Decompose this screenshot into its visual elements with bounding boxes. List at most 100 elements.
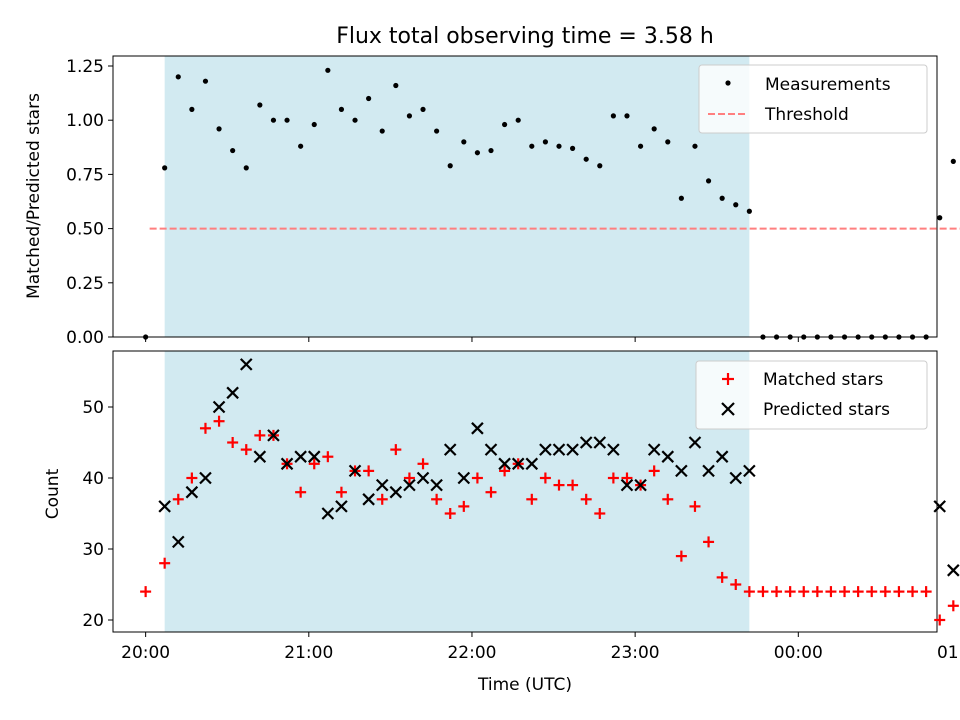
predicted-mark-b (579, 436, 593, 449)
matched-star-point (947, 600, 959, 612)
measurement-point (515, 117, 521, 123)
predicted-mark-b (199, 471, 212, 485)
predicted-mark-b (239, 358, 253, 371)
predicted-mark-b (634, 478, 647, 492)
matched-star-point (553, 479, 565, 491)
measurement-point (637, 143, 644, 149)
matched-star-point (784, 586, 796, 598)
predicted-star-point (579, 436, 593, 449)
predicted-star-point (471, 422, 484, 435)
predicted-star-point (634, 478, 647, 492)
predicted-mark-b (212, 400, 226, 414)
predicted-mark-b (566, 443, 579, 456)
matched-star-point (335, 486, 347, 498)
matched-star-point (295, 486, 307, 498)
predicted-mark-b (715, 450, 729, 463)
predicted-star-point (226, 386, 239, 400)
predicted-mark-b (552, 443, 566, 456)
measurement-point (298, 143, 304, 149)
predicted-mark-b (484, 443, 498, 456)
measurement-point (841, 334, 848, 340)
predicted-star-point (688, 436, 702, 449)
measurement-point (569, 145, 576, 151)
top-y-axis-label: Matched/Predicted stars (24, 93, 44, 299)
legend-matched-label: Matched stars (763, 370, 883, 390)
legend-matched-marker (722, 373, 734, 385)
measurement-point (692, 143, 698, 149)
measurement-point (950, 158, 956, 164)
measurement-point (189, 106, 195, 112)
matched-star-point (743, 586, 755, 598)
predicted-mark-b (702, 464, 715, 478)
measurement-point (338, 106, 345, 112)
measurement-point (461, 139, 467, 145)
predicted-mark-b (675, 464, 688, 478)
predicted-star-point (212, 400, 226, 414)
measurement-point (937, 215, 943, 221)
predicted-star-point (307, 450, 321, 463)
legend-measurements-marker (725, 80, 731, 86)
predicted-mark-b (457, 471, 471, 485)
measurement-point (896, 334, 902, 340)
measurement-point (610, 113, 616, 119)
matched-star-point (172, 493, 184, 505)
predicted-star-point (416, 471, 430, 485)
predicted-mark-b (511, 457, 525, 471)
measurement-point (202, 78, 209, 84)
matched-star-point (594, 508, 606, 519)
predicted-star-point (715, 450, 729, 463)
predicted-star-point (743, 464, 756, 478)
matched-star-point (839, 586, 851, 598)
measurement-point (474, 150, 481, 156)
matched-star-point (866, 586, 878, 598)
predicted-mark-b (403, 478, 416, 492)
measurement-point (393, 82, 399, 89)
matched-star-point (499, 465, 511, 477)
predicted-mark-b (375, 478, 389, 492)
predicted-mark-b (307, 450, 321, 463)
x-tick-label: 23:00 (611, 643, 660, 663)
measurement-point (230, 147, 236, 154)
legend-threshold-label: Threshold (764, 105, 849, 125)
matched-star-point (526, 493, 538, 505)
matched-star-point (376, 493, 388, 505)
matched-star-point (444, 508, 456, 519)
predicted-star-point (294, 450, 307, 463)
predicted-mark-b (321, 507, 335, 520)
predicted-star-point (280, 457, 294, 471)
measurement-point (882, 334, 888, 340)
measurement-point (420, 106, 426, 112)
measurement-point (746, 208, 752, 214)
measurement-point (216, 126, 222, 132)
predicted-star-point (430, 478, 443, 492)
predicted-star-point (443, 443, 457, 456)
x-tick-label: 22:00 (447, 643, 496, 663)
matched-star-point (186, 472, 198, 484)
predicted-star-point (552, 443, 566, 456)
predicted-star-point (511, 457, 525, 471)
measurement-point (624, 113, 630, 119)
predicted-mark-b (443, 443, 457, 456)
y-tick-label: 50 (82, 398, 104, 418)
observing-span-shade (164, 56, 750, 337)
predicted-star-point (947, 564, 960, 577)
measurement-point (705, 178, 712, 184)
matched-star-point (893, 586, 905, 598)
predicted-star-point (335, 500, 348, 513)
predicted-mark-b (743, 464, 756, 478)
predicted-mark-b (280, 457, 294, 471)
matched-star-point (662, 493, 674, 505)
predicted-star-point (729, 471, 743, 485)
y-tick-label: 1.00 (66, 111, 104, 131)
measurement-point (760, 334, 766, 340)
matched-star-point (771, 586, 783, 598)
predicted-star-point (702, 464, 715, 478)
predicted-star-point (498, 457, 511, 471)
predicted-mark-b (158, 500, 171, 513)
matched-star-point (879, 586, 891, 598)
matched-star-point (703, 536, 715, 548)
predicted-mark-b (185, 485, 199, 499)
predicted-star-point (362, 493, 375, 506)
measurement-point (406, 113, 413, 119)
